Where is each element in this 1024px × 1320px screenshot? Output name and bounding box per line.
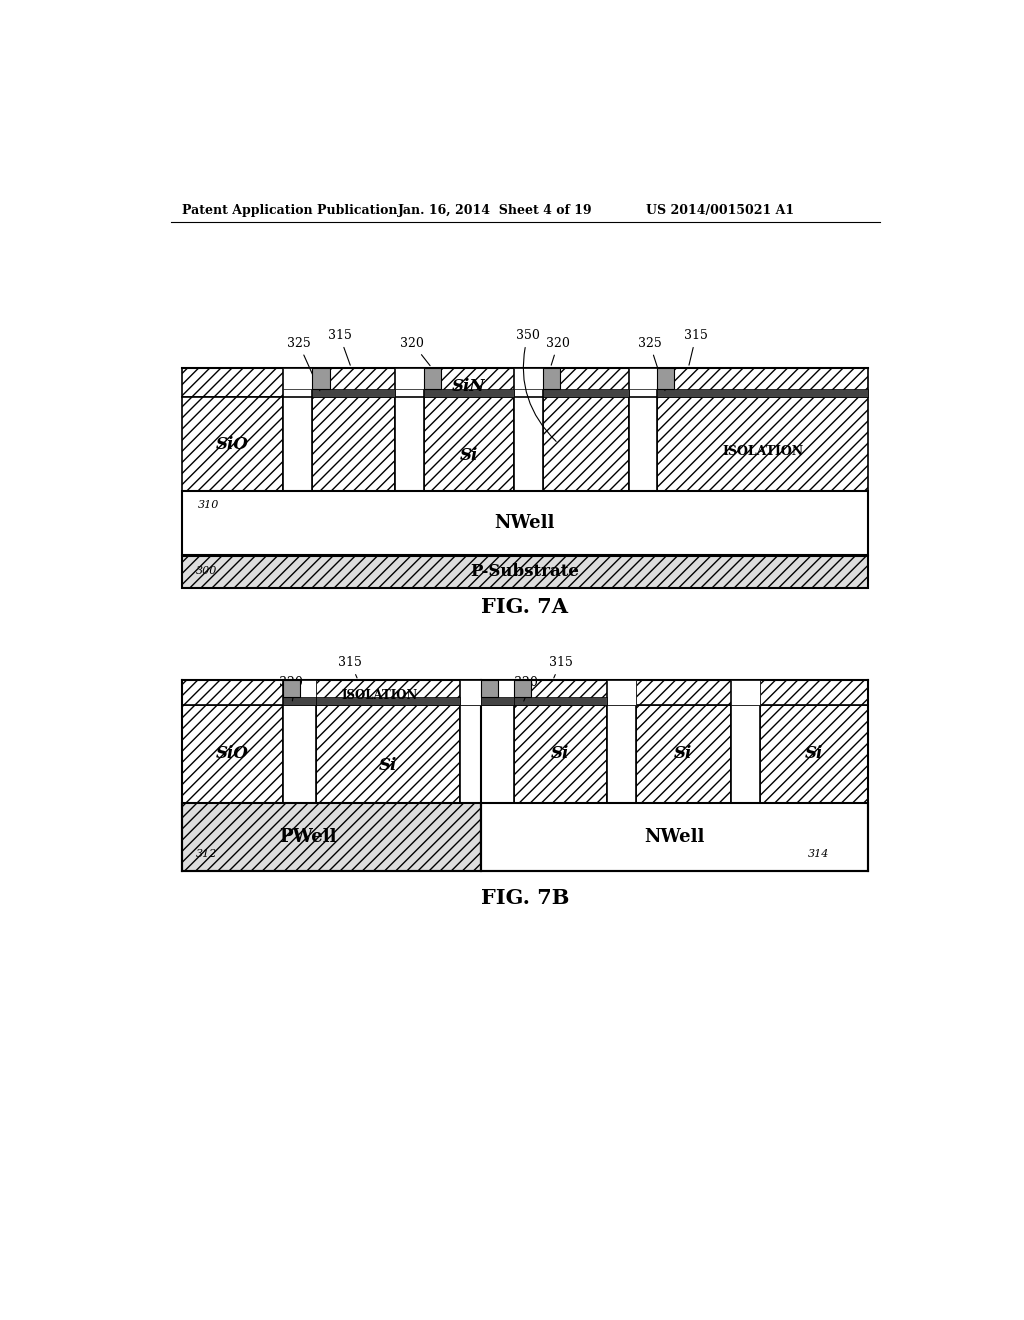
Text: Patent Application Publication: Patent Application Publication [182, 205, 397, 218]
Text: NWell: NWell [495, 513, 555, 532]
Bar [657, 397, 868, 491]
Bar [460, 705, 480, 803]
Bar [543, 368, 560, 389]
Bar [312, 368, 330, 389]
Text: FIG. 7A: FIG. 7A [481, 598, 568, 618]
Bar [182, 491, 868, 554]
Text: US 2014/0015021 A1: US 2014/0015021 A1 [646, 205, 794, 218]
Bar [731, 705, 760, 803]
Bar [312, 397, 395, 491]
Bar [514, 705, 607, 803]
Bar [283, 705, 315, 803]
Text: ISOLATION: ISOLATION [722, 445, 803, 458]
Bar [636, 705, 731, 803]
Bar [424, 368, 514, 397]
Bar [182, 803, 480, 871]
Bar [607, 705, 636, 803]
Bar [636, 681, 731, 705]
Text: 320: 320 [400, 337, 430, 366]
Bar [283, 681, 300, 697]
Text: PWell: PWell [280, 828, 337, 846]
Text: 320: 320 [514, 676, 538, 701]
Text: 320: 320 [279, 676, 303, 701]
Bar [283, 368, 312, 389]
Bar [543, 397, 630, 491]
Bar [283, 697, 315, 705]
Bar [657, 368, 868, 397]
Text: SiN: SiN [453, 378, 485, 395]
Bar [514, 681, 531, 697]
Bar [543, 368, 630, 397]
Bar [424, 397, 514, 491]
Bar [182, 397, 283, 491]
Text: FIG. 7B: FIG. 7B [480, 887, 569, 908]
Text: 310: 310 [198, 500, 219, 511]
Bar [514, 368, 543, 389]
Text: 315: 315 [328, 329, 351, 366]
Bar [312, 368, 395, 397]
Text: 312: 312 [197, 849, 217, 859]
Bar [480, 681, 498, 697]
Text: NWell: NWell [644, 828, 705, 846]
Text: 325: 325 [638, 337, 665, 391]
Text: 315: 315 [339, 656, 362, 678]
Bar [182, 557, 868, 589]
Bar [424, 389, 514, 397]
Bar [315, 697, 460, 705]
Bar [182, 368, 283, 397]
Text: Jan. 16, 2014  Sheet 4 of 19: Jan. 16, 2014 Sheet 4 of 19 [397, 205, 592, 218]
Text: 314: 314 [808, 849, 829, 859]
Bar [760, 705, 868, 803]
Bar [283, 397, 312, 491]
Text: Si: Si [460, 447, 478, 465]
Bar [315, 705, 460, 803]
Bar [182, 705, 283, 803]
Text: Si: Si [379, 756, 397, 774]
Bar [395, 397, 424, 491]
Text: 300: 300 [197, 566, 217, 576]
Bar [480, 697, 514, 705]
Bar [514, 681, 607, 705]
Bar [312, 389, 395, 397]
Text: 325: 325 [287, 337, 319, 391]
Text: 320: 320 [546, 337, 570, 366]
Bar [543, 389, 630, 397]
Bar [514, 397, 543, 491]
Bar [630, 368, 657, 389]
Bar [630, 397, 657, 491]
Text: ISOLATION: ISOLATION [342, 689, 418, 702]
Text: SiO: SiO [216, 436, 249, 453]
Bar [460, 681, 480, 705]
Bar [731, 681, 760, 705]
Text: 315: 315 [549, 656, 572, 678]
Bar [424, 368, 441, 389]
Bar [283, 681, 315, 705]
Bar [657, 368, 675, 389]
Text: Si: Si [551, 744, 569, 762]
Text: Si: Si [805, 744, 823, 762]
Text: SiO: SiO [216, 744, 249, 762]
Bar [657, 389, 868, 397]
Bar [395, 368, 424, 389]
Text: Si: Si [674, 744, 692, 762]
Text: 315: 315 [684, 329, 708, 366]
Bar [480, 681, 514, 705]
Bar [480, 803, 868, 871]
Bar [315, 681, 460, 705]
Bar [514, 697, 607, 705]
Bar [480, 705, 514, 803]
Text: 350: 350 [516, 329, 556, 441]
Bar [760, 681, 868, 705]
Text: P-Substrate: P-Substrate [470, 564, 580, 581]
Bar [182, 681, 283, 705]
Bar [607, 681, 636, 705]
